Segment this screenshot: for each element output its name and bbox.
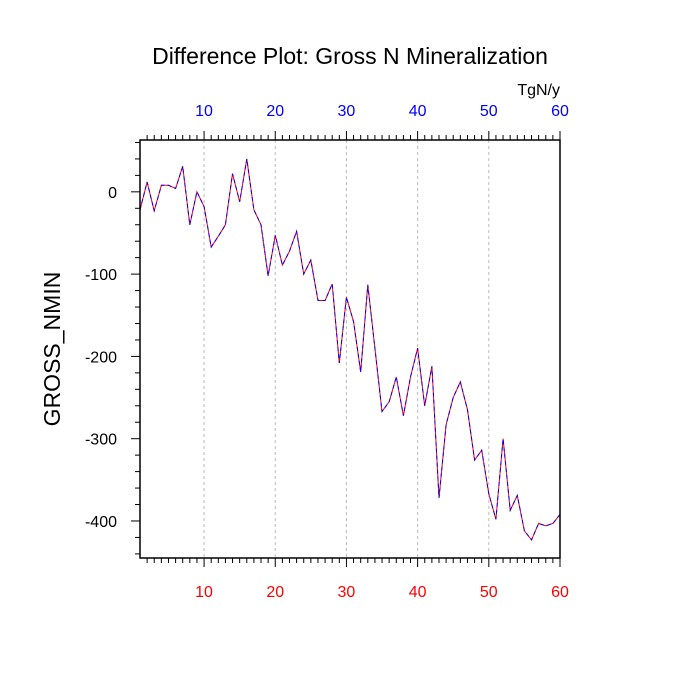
y-tick-label--100: -100 bbox=[85, 267, 117, 284]
x-tick-label-top-20: 20 bbox=[266, 103, 284, 120]
plot-frame bbox=[139, 139, 561, 559]
x-tick-label-top-40: 40 bbox=[409, 103, 427, 120]
x-tick-label-top-30: 30 bbox=[338, 103, 356, 120]
x-tick-label-bottom-20: 20 bbox=[266, 584, 284, 601]
x-tick-label-top-10: 10 bbox=[195, 103, 213, 120]
data-layer bbox=[139, 158, 561, 541]
grid-layer bbox=[203, 140, 490, 558]
y-axis-label: GROSS_NMIN bbox=[39, 272, 65, 427]
units-label: TgN/y bbox=[517, 82, 560, 99]
x-tick-label-top-50: 50 bbox=[480, 103, 498, 120]
x-tick-label-bottom-30: 30 bbox=[338, 584, 356, 601]
axis-layer: 10 10 20 20 30 30 40 40 50 50 60 60 0 -100 -200 -300 -40… bbox=[85, 103, 569, 601]
chart-title: Difference Plot: Gross N Mineralization bbox=[152, 43, 548, 69]
x-tick-label-bottom-40: 40 bbox=[409, 584, 427, 601]
x-tick-label-bottom-10: 10 bbox=[195, 584, 213, 601]
y-tick-label--200: -200 bbox=[85, 349, 117, 366]
x-tick-label-top-60: 60 bbox=[551, 103, 569, 120]
y-tick-label-0: 0 bbox=[108, 185, 117, 202]
x-tick-label-bottom-60: 60 bbox=[551, 584, 569, 601]
series-line-blue-0 bbox=[139, 158, 561, 541]
x-tick-label-bottom-50: 50 bbox=[480, 584, 498, 601]
y-tick-label--300: -300 bbox=[85, 432, 117, 449]
y-tick-label--400: -400 bbox=[85, 514, 117, 531]
series-line-red-0 bbox=[139, 158, 561, 541]
